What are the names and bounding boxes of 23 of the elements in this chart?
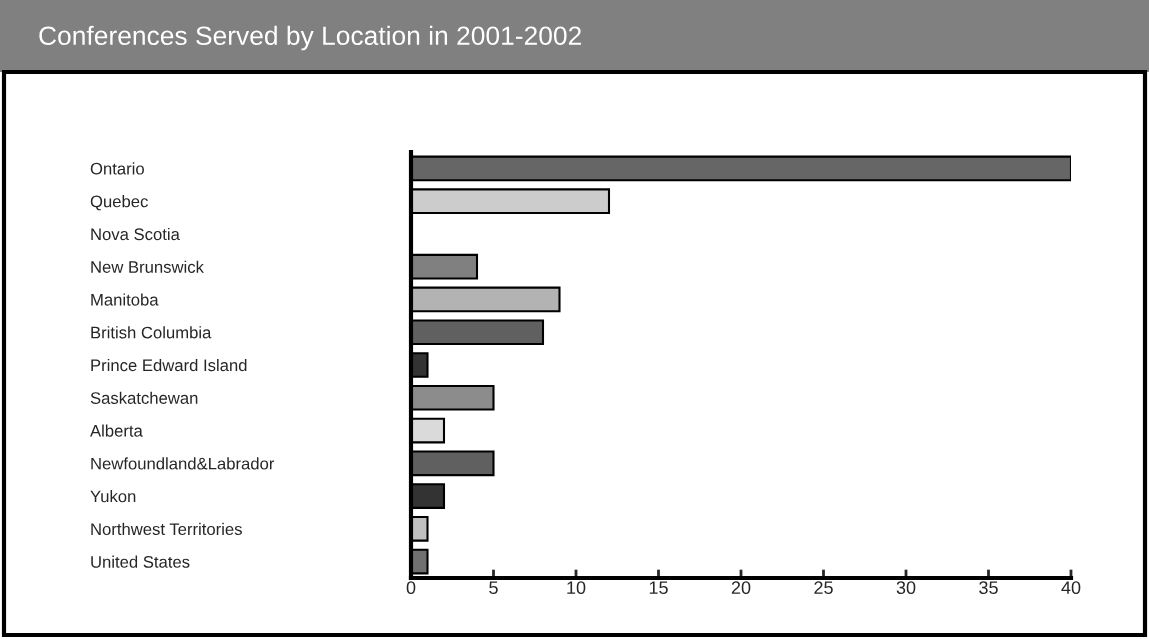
x-tick-label: 35 bbox=[979, 581, 998, 595]
y-tick-label: Saskatchewan bbox=[90, 391, 198, 404]
x-tick-label: 25 bbox=[814, 581, 833, 595]
x-tick-label: 10 bbox=[567, 581, 586, 595]
y-tick-label: Prince Edward Island bbox=[91, 358, 247, 372]
y-tick-label: Nova Scotia bbox=[91, 227, 180, 241]
y-tick-label: United States bbox=[91, 555, 190, 568]
x-tick-label: 0 bbox=[406, 581, 416, 595]
x-tick-label: 5 bbox=[489, 581, 498, 595]
y-tick-label: Northwest Territories bbox=[91, 522, 242, 536]
x-tick-label: 30 bbox=[896, 581, 916, 595]
y-tick-label: Alberta bbox=[90, 424, 143, 437]
chart-title: Conferences Served by Location in 2001-2002 bbox=[39, 25, 581, 51]
x-tick-label: 20 bbox=[731, 581, 751, 595]
x-tick-label: 15 bbox=[649, 581, 668, 595]
y-tick-label: British Columbia bbox=[91, 326, 212, 339]
y-tick-label: Newfoundland&Labrador bbox=[91, 457, 275, 470]
y-tick-label: Ontario bbox=[90, 162, 144, 175]
x-tick-label: 40 bbox=[1061, 581, 1081, 595]
y-tick-label: New Brunswick bbox=[91, 260, 204, 273]
y-tick-label: Quebec bbox=[90, 195, 148, 211]
y-tick-label: Manitoba bbox=[91, 293, 159, 306]
y-tick-label: Yukon bbox=[90, 490, 136, 503]
